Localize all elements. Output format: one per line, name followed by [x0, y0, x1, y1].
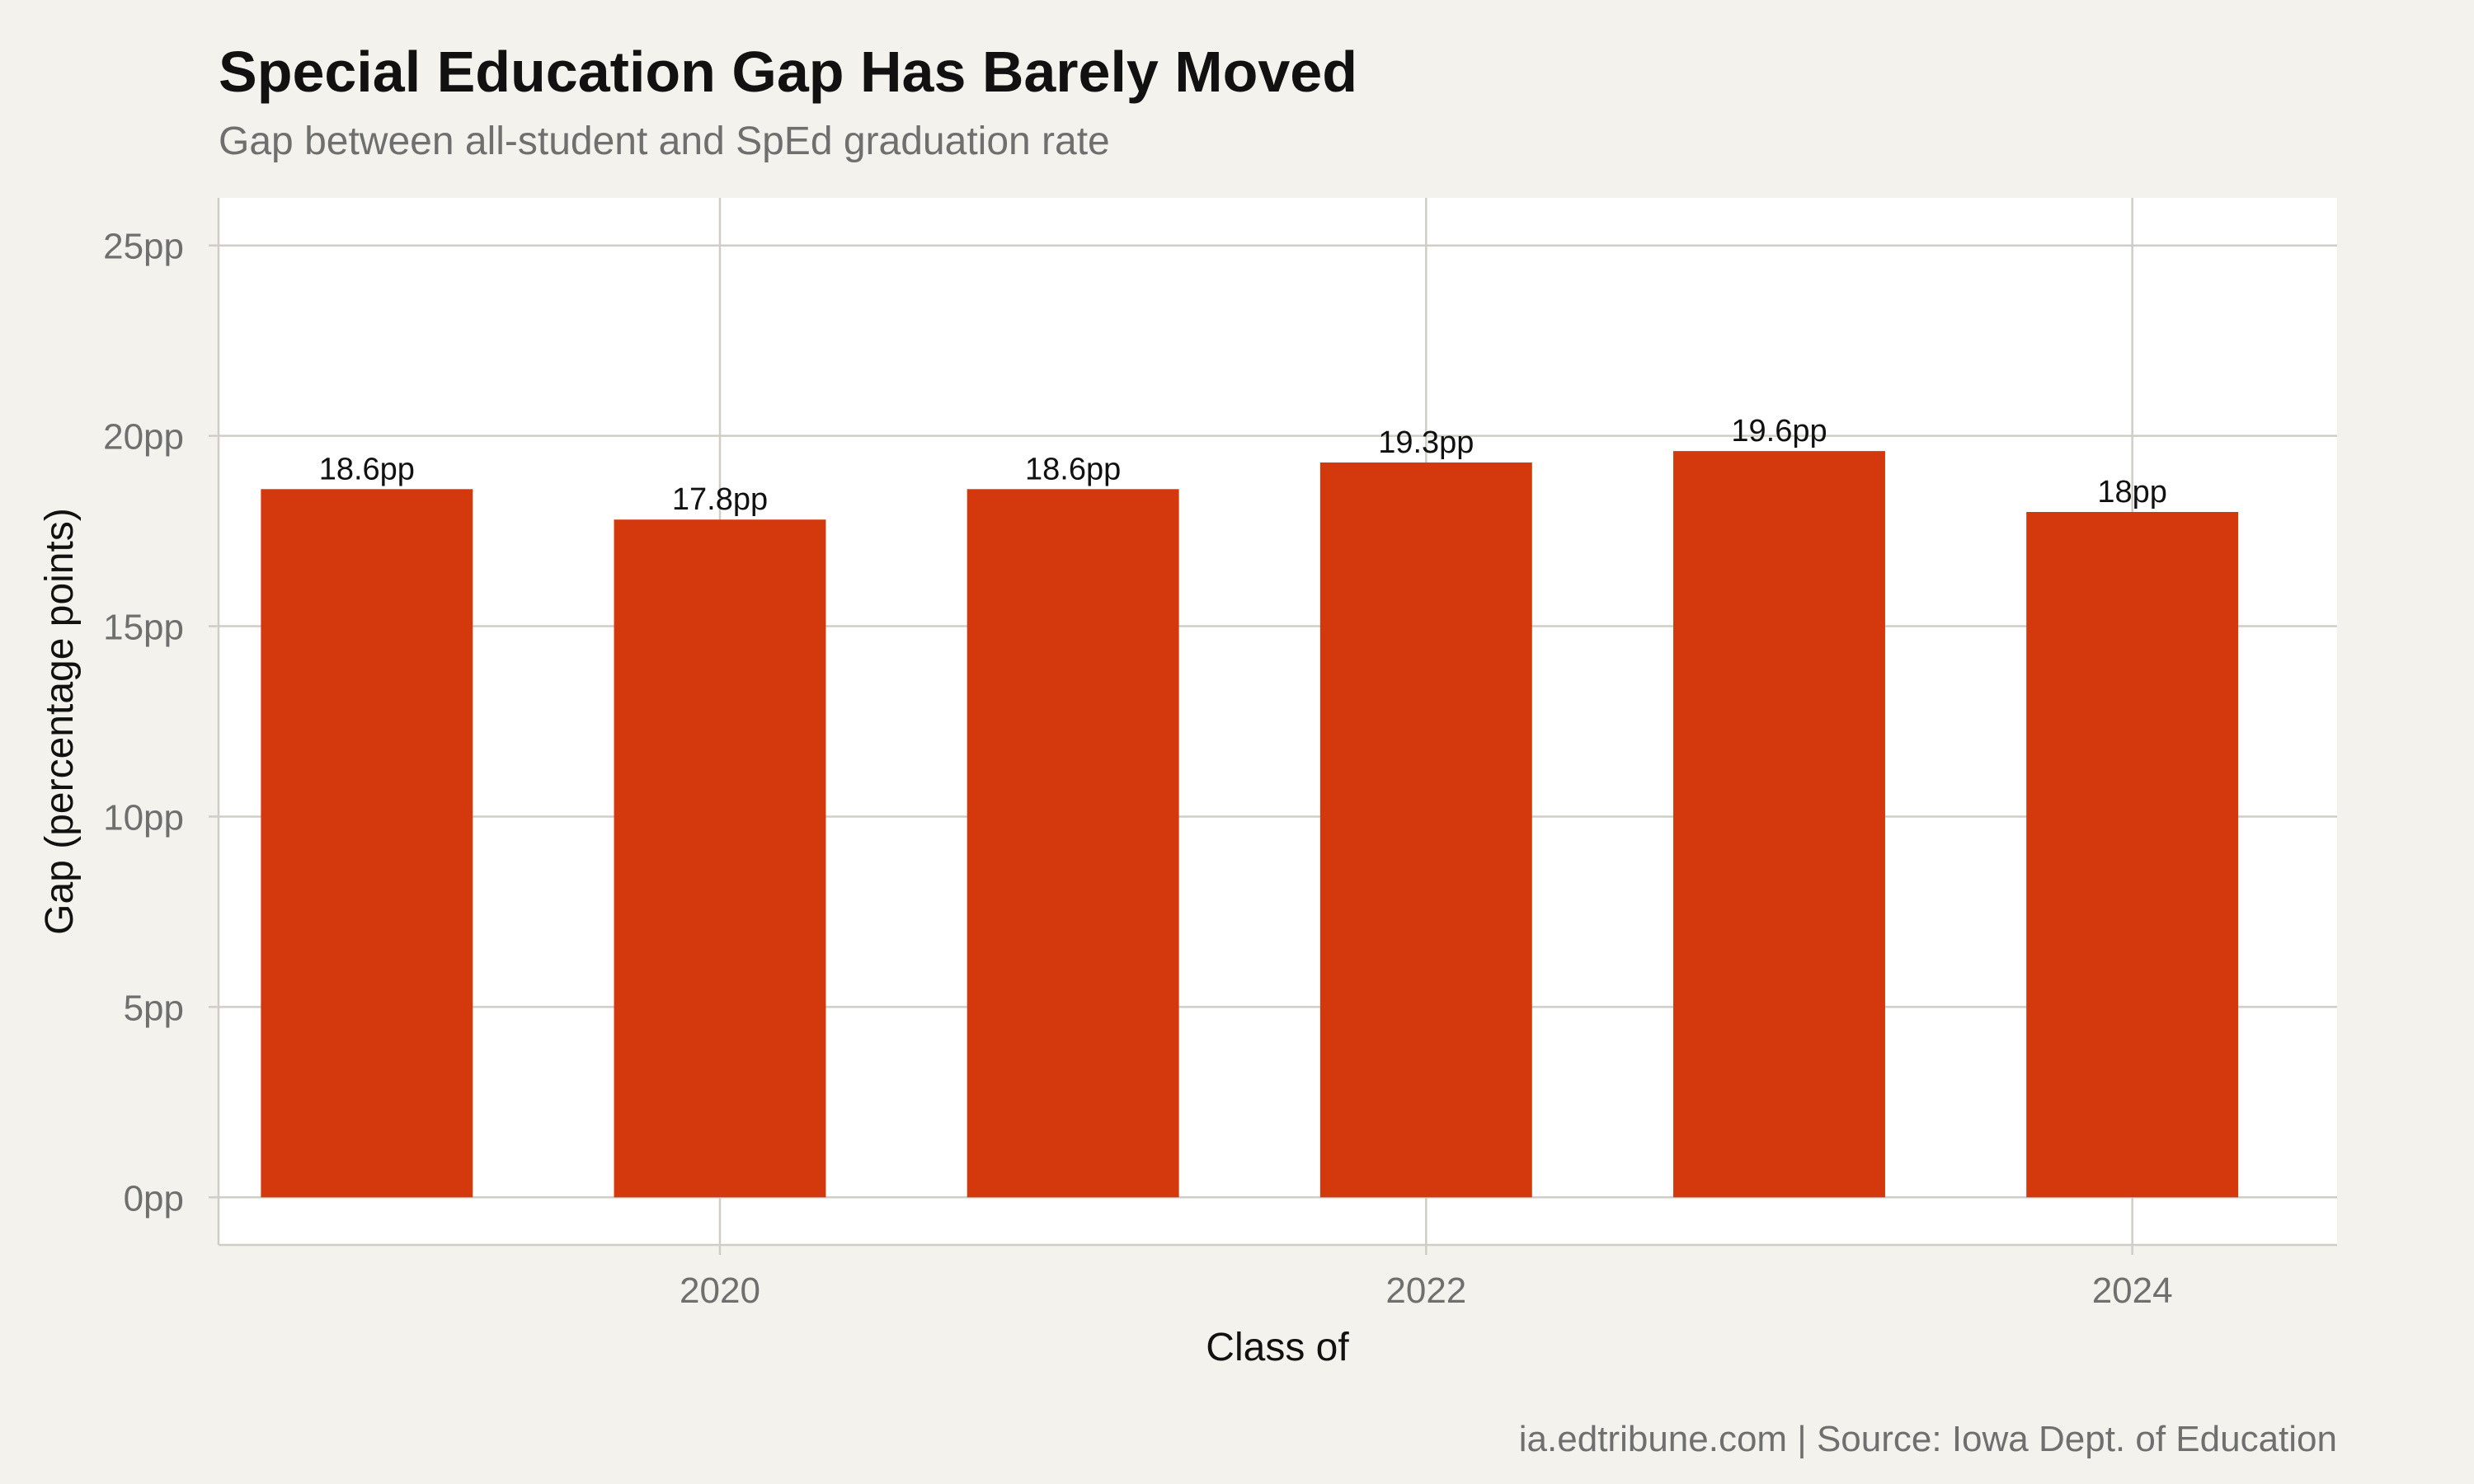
y-tick-label-5: 25pp: [103, 227, 184, 267]
x-axis-ticks: 2020 2022 2024: [680, 1245, 2173, 1311]
bar-label-2024: 18pp: [2097, 475, 2167, 510]
bar-2022: [1319, 462, 1532, 1198]
bar-2024: [2026, 512, 2239, 1198]
gridlines: [219, 198, 2337, 1245]
x-axis-title: Class of: [1206, 1326, 1349, 1369]
y-tick-label-2: 10pp: [103, 797, 184, 838]
bar-label-2021: 18.6pp: [1025, 452, 1121, 486]
bar-2023: [1673, 451, 1885, 1198]
bar-2020: [614, 519, 826, 1198]
y-tick-label-1: 5pp: [124, 988, 184, 1028]
y-axis-ticks: 0pp 5pp 10pp 15pp 20pp 25pp: [103, 227, 219, 1219]
bar-label-2019: 18.6pp: [319, 452, 415, 486]
bar-labels: 18.6pp 17.8pp 18.6pp 19.3pp 19.6pp 18pp: [319, 414, 2167, 517]
x-tick-label-1: 2022: [1385, 1270, 1466, 1311]
bar-label-2022: 19.3pp: [1378, 425, 1474, 460]
x-tick-label-0: 2020: [680, 1270, 760, 1311]
y-tick-label-4: 20pp: [103, 417, 184, 458]
y-axis-title: Gap (percentage points): [38, 508, 82, 935]
bar-2021: [967, 489, 1179, 1198]
y-tick-label-0: 0pp: [124, 1178, 184, 1219]
chart-caption: ia.edtribune.com | Source: Iowa Dept. of…: [1519, 1419, 2337, 1459]
chart-subtitle: Gap between all-student and SpEd graduat…: [219, 120, 1110, 163]
bar-label-2023: 19.6pp: [1731, 414, 1827, 448]
axis-lines: [217, 198, 2337, 1247]
bar-2019: [261, 489, 473, 1198]
x-tick-label-2: 2024: [2092, 1270, 2173, 1311]
bars: [261, 451, 2239, 1198]
plot-panel: [219, 198, 2337, 1245]
chart-title: Special Education Gap Has Barely Moved: [219, 40, 1357, 104]
bar-label-2020: 17.8pp: [672, 482, 768, 517]
y-tick-label-3: 15pp: [103, 608, 184, 648]
